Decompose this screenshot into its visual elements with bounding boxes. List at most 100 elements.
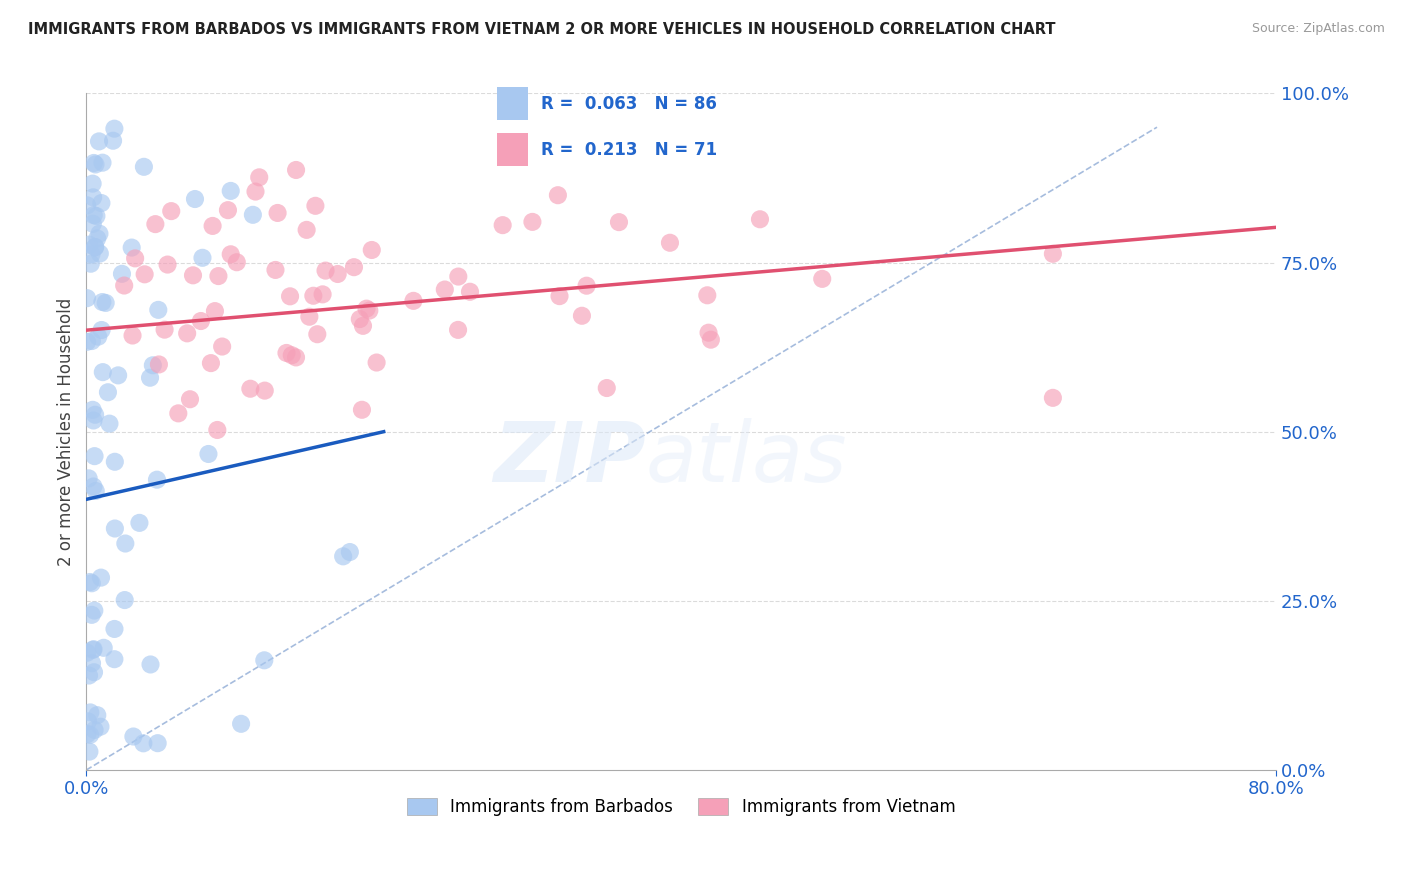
Point: [492, 218, 515, 232]
Point: [122, 730, 145, 744]
Bar: [498, 133, 529, 166]
Point: [97, 385, 120, 400]
Point: [87, 329, 110, 343]
Point: [84, 240, 107, 254]
Point: [307, 327, 329, 342]
Point: [114, 536, 136, 550]
Point: [80, 607, 103, 622]
Point: [112, 278, 135, 293]
Point: [82, 402, 104, 417]
Point: [77, 714, 100, 729]
Point: [285, 351, 308, 365]
Point: [76, 727, 98, 741]
Point: [90, 571, 112, 585]
Point: [190, 314, 212, 328]
Point: [360, 243, 382, 257]
Point: [332, 549, 354, 564]
Point: [83, 603, 105, 617]
Point: [84, 483, 107, 498]
Text: R =  0.213   N = 71: R = 0.213 N = 71: [541, 141, 717, 159]
Point: [107, 368, 129, 383]
Point: [285, 163, 308, 178]
Text: R =  0.063   N = 86: R = 0.063 N = 86: [541, 95, 717, 112]
Point: [200, 356, 222, 370]
Point: [89, 227, 111, 241]
Point: [302, 289, 325, 303]
Point: [94, 296, 117, 310]
Point: [211, 339, 233, 353]
Point: [239, 382, 262, 396]
Point: [197, 447, 219, 461]
Point: [91, 365, 114, 379]
Point: [83, 208, 105, 222]
Point: [349, 312, 371, 326]
Point: [80, 334, 103, 348]
Point: [247, 170, 270, 185]
Point: [176, 326, 198, 341]
Point: [366, 355, 388, 369]
Point: [356, 301, 378, 316]
Point: [191, 251, 214, 265]
Point: [80, 247, 103, 261]
Point: [139, 370, 162, 384]
Point: [264, 263, 287, 277]
Point: [89, 246, 111, 260]
Point: [1042, 247, 1064, 261]
Point: [82, 177, 104, 191]
Point: [114, 593, 136, 607]
Point: [253, 653, 276, 667]
Point: [77, 668, 100, 682]
Point: [350, 402, 373, 417]
Point: [181, 268, 204, 283]
Point: [571, 309, 593, 323]
Point: [91, 155, 114, 169]
Point: [86, 231, 108, 245]
Point: [596, 381, 619, 395]
Point: [79, 706, 101, 720]
Point: [281, 348, 304, 362]
Point: [101, 134, 124, 148]
Point: [447, 323, 470, 337]
Point: [278, 289, 301, 303]
Point: [82, 413, 104, 427]
Point: [77, 471, 100, 485]
Point: [89, 720, 111, 734]
Point: [311, 287, 333, 301]
Point: [1042, 391, 1064, 405]
Point: [242, 208, 264, 222]
Point: [315, 263, 337, 277]
Point: [82, 190, 104, 204]
Point: [83, 723, 105, 737]
Y-axis label: 2 or more Vehicles in Household: 2 or more Vehicles in Household: [58, 298, 75, 566]
Point: [153, 323, 176, 337]
Point: [132, 736, 155, 750]
Point: [82, 217, 104, 231]
Point: [121, 241, 143, 255]
Point: [128, 516, 150, 530]
Point: [352, 318, 374, 333]
Point: [522, 215, 544, 229]
Point: [83, 665, 105, 680]
Point: [148, 302, 170, 317]
Point: [219, 247, 242, 261]
Point: [253, 384, 276, 398]
Point: [80, 657, 103, 671]
Point: [167, 406, 190, 420]
Point: [201, 219, 224, 233]
Text: atlas: atlas: [645, 418, 846, 500]
Point: [76, 646, 98, 660]
Point: [76, 198, 98, 212]
Bar: [498, 87, 529, 120]
Point: [326, 267, 349, 281]
Point: [76, 334, 98, 349]
Point: [83, 449, 105, 463]
Point: [143, 217, 166, 231]
Point: [447, 269, 470, 284]
Point: [207, 269, 229, 284]
Point: [93, 640, 115, 655]
Point: [79, 728, 101, 742]
Point: [217, 203, 239, 218]
Point: [146, 736, 169, 750]
Point: [575, 278, 598, 293]
Point: [697, 326, 720, 340]
